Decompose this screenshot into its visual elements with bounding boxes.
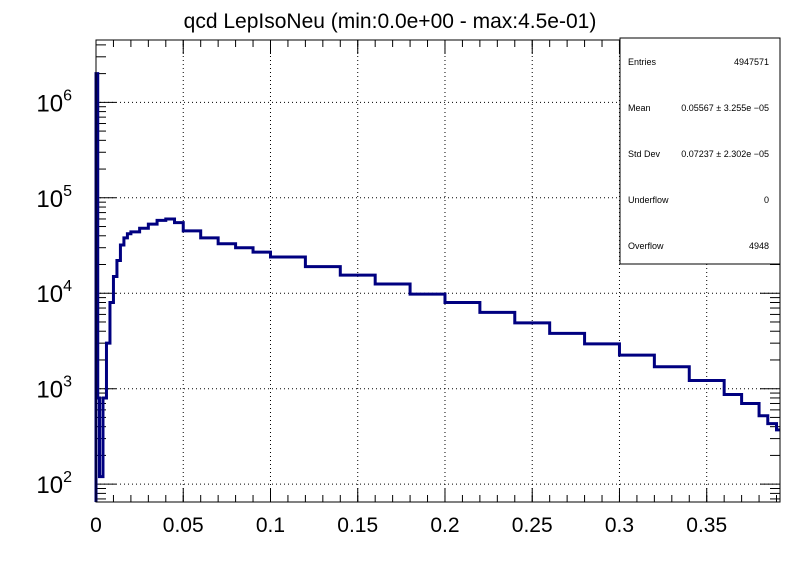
stats-label: Entries xyxy=(628,57,657,67)
x-tick-labels: 0 0.05 0.1 0.15 0.2 0.25 0.3 0.35 xyxy=(90,514,727,537)
x-tick-label: 0.15 xyxy=(337,514,378,537)
y-tick-label: 104 xyxy=(36,278,72,308)
stats-label: Mean xyxy=(628,103,651,113)
stats-label: Underflow xyxy=(628,195,669,205)
stats-box: Entries 4947571 Mean 0.05567 ± 3.255e −05 St… xyxy=(619,37,781,265)
stats-value: 0.07237 ± 2.302e −05 xyxy=(681,149,769,159)
stats-label: Overflow xyxy=(628,241,664,251)
stats-value: 0 xyxy=(764,195,769,205)
plot-frame xyxy=(95,39,781,503)
stats-value: 0.05567 ± 3.255e −05 xyxy=(681,103,769,113)
stats-value: 4948 xyxy=(749,241,769,251)
chart-title: qcd LepIsoNeu (min:0.0e+00 - max:4.5e-01… xyxy=(184,10,597,33)
y-tick-labels: 102 103 104 105 106 xyxy=(36,87,72,499)
x-tick-label: 0.1 xyxy=(256,514,285,537)
x-tick-label: 0.2 xyxy=(430,514,459,537)
y-tick-label: 106 xyxy=(36,87,72,117)
x-tick-label: 0.3 xyxy=(605,514,634,537)
histogram-series-line xyxy=(94,72,780,502)
stats-value: 4947571 xyxy=(734,57,769,67)
y-tick-label: 103 xyxy=(36,374,72,404)
x-tick-label: 0.25 xyxy=(512,514,553,537)
x-tick-label: 0 xyxy=(90,514,102,537)
stats-label: Std Dev xyxy=(628,149,661,159)
x-tick-label: 0.35 xyxy=(686,514,727,537)
x-tick-label: 0.05 xyxy=(163,514,204,537)
y-tick-label: 105 xyxy=(36,183,72,213)
y-tick-label: 102 xyxy=(36,469,72,499)
